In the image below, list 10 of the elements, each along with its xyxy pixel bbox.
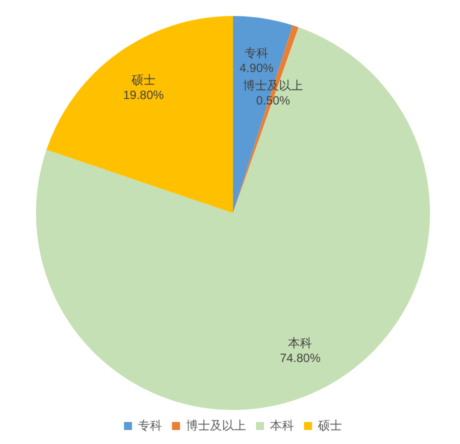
legend-label: 专科 <box>138 418 162 432</box>
data-label: 4.90% <box>240 60 274 75</box>
slice-label: 硕士 <box>130 72 156 87</box>
data-label: 19.80% <box>123 88 164 102</box>
data-label: 74.80% <box>280 351 321 366</box>
slice-label: 本科 <box>288 336 312 350</box>
legend-label: 本科 <box>270 418 294 432</box>
legend-label: 硕士 <box>317 418 342 432</box>
legend-label: 博士及以上 <box>186 418 246 432</box>
slice-label: 专科 <box>244 46 269 60</box>
